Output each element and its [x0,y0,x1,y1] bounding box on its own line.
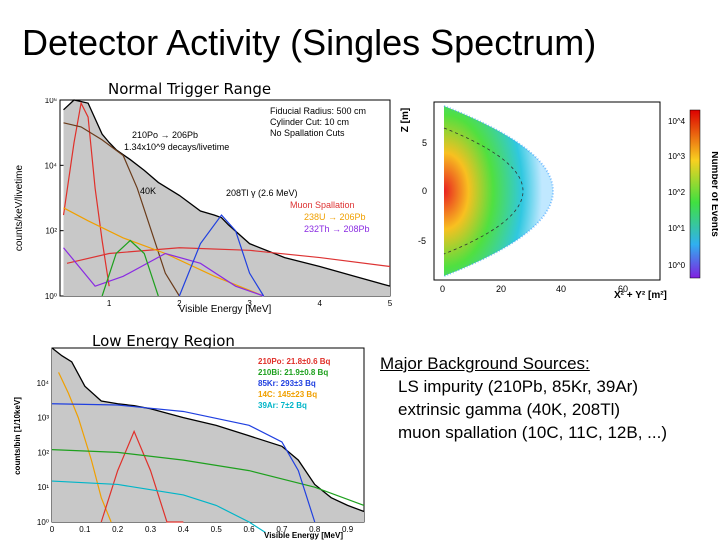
label-low-energy: Low Energy Region [92,332,235,350]
data-histogram-fill [52,348,364,522]
colorbar-label: Number of Events [709,151,718,237]
y-tick-label: 10² [45,227,57,236]
annotation: Cylinder Cut: 10 cm [270,117,349,127]
series-th232 [63,247,264,297]
data-series-line [63,99,391,287]
legend-entry: 39Ar: 7±2 Bq [258,401,307,410]
label-normal-trigger: Normal Trigger Range [108,80,272,98]
annotation: 238U → 206Pb [304,212,366,222]
y-tick-label: 10⁴ [37,379,50,388]
x-tick-label: 4 [318,299,323,308]
colorbar [689,109,701,279]
colorbar-tick: 10^0 [668,261,686,270]
x-tick: 60 [618,284,628,294]
y-axis-label: counts/keV/livetime [14,164,25,251]
x-tick-label: 5 [388,299,393,308]
legend-entry: 14C: 145±23 Bq [258,390,317,399]
y-tick-label: 10⁰ [37,518,49,527]
series-green [101,239,159,297]
x-tick: 20 [496,284,506,294]
series-po210 [100,429,184,523]
data-histogram-fill [63,100,390,296]
x-tick: 40 [556,284,566,294]
x-axis-label: Visible Energy [MeV] [264,531,343,540]
fiducial-line [443,127,524,255]
annotation: 40K [140,186,156,196]
series-ar39 [51,480,266,533]
heatmap-body [444,106,553,276]
y-tick: -5 [418,236,426,246]
legend-entry: 210Po: 21.8±0.6 Bq [258,357,331,366]
annotation: Fiducial Radius: 500 cm [270,106,366,116]
y-tick-label: 10³ [37,414,49,423]
x-tick-label: 0.2 [112,525,124,534]
annotation: 208Tl γ (2.6 MeV) [226,188,298,198]
series-muon [66,247,391,268]
y-tick-label: 10² [37,448,49,457]
slide-title: Detector Activity (Singles Spectrum) [22,22,597,63]
series-u238 [63,207,264,297]
annotation: 232Th → 208Pb [304,224,370,234]
y-axis-label: Z [m] [400,108,411,132]
annotation: 210Po → 206Pb [132,130,198,140]
y-tick: 0 [422,186,427,196]
annotation: No Spallation Cuts [270,128,345,138]
y-axis-label: counts/bin [1/10keV] [13,397,22,475]
x-tick-label: 2 [177,299,182,308]
series-tl208 [178,214,265,297]
x-tick-label: 3 [247,299,252,308]
annotation: 1.34x10^9 decays/livetime [124,142,229,152]
notes-heading: Major Background Sources: [380,354,590,373]
normal-trigger-chart: 1 2 3 4 5 10⁰ 10² 10⁴ 10⁶ counts/keV/livetime Vi… [14,98,393,315]
series-k40 [63,122,180,297]
x-tick-label: 0.5 [211,525,223,534]
x-tick-label: 1 [107,299,112,308]
colorbar-tick: 10^1 [668,224,686,233]
colorbar-tick: 10^3 [668,152,686,161]
legend-entry: 210Bi: 21.9±0.8 Bq [258,368,328,377]
x-tick-label: 0.4 [178,525,190,534]
x-tick-label: 0.1 [79,525,91,534]
notes-item: LS impurity (210Pb, 85Kr, 39Ar) [398,377,639,396]
x-tick-label: 0.3 [145,525,157,534]
legend-entry: 85Kr: 293±3 Bq [258,379,316,388]
annotation: Muon Spallation [290,200,355,210]
x-tick-label: 0.7 [276,525,288,534]
colorbar-tick: 10^4 [668,117,686,126]
x-tick: 0 [440,284,445,294]
y-tick-label: 10⁴ [45,161,58,170]
notes-item: muon spallation (10C, 11C, 12B, ...) [398,423,667,442]
x-tick-label: 0.8 [309,525,321,534]
x-tick-label: 0.9 [342,525,354,534]
y-tick-label: 10¹ [37,483,49,492]
low-energy-chart: 0 0.1 0.2 0.3 0.4 0.5 0.6 0.7 0.8 0.9 10⁰ 10¹ 10² 10³… [13,347,365,540]
colorbar-tick: 10^2 [668,188,686,197]
x-axis-label: X² + Y² [m²] [614,290,667,301]
series-kr85 [51,403,316,523]
x-tick-label: 0 [50,525,55,534]
x-tick-label: 0.6 [243,525,255,534]
heatmap-edge [443,105,554,277]
series-c14 [58,372,112,523]
y-tick-label: 10⁶ [45,98,57,105]
background-sources-notes: Major Background Sources: LS impurity (2… [380,352,667,444]
series-pb210 [62,101,110,287]
x-axis-label: Visible Energy [MeV] [179,304,272,315]
vertex-heatmap: Z [m] X² + Y² [m²] 5 0 -5 0 20 40 60 10^… [400,101,718,301]
y-tick: 5 [422,138,427,148]
y-tick-label: 10⁰ [45,292,57,301]
notes-item: extrinsic gamma (40K, 208Tl) [398,400,621,419]
series-bi210 [51,449,365,506]
